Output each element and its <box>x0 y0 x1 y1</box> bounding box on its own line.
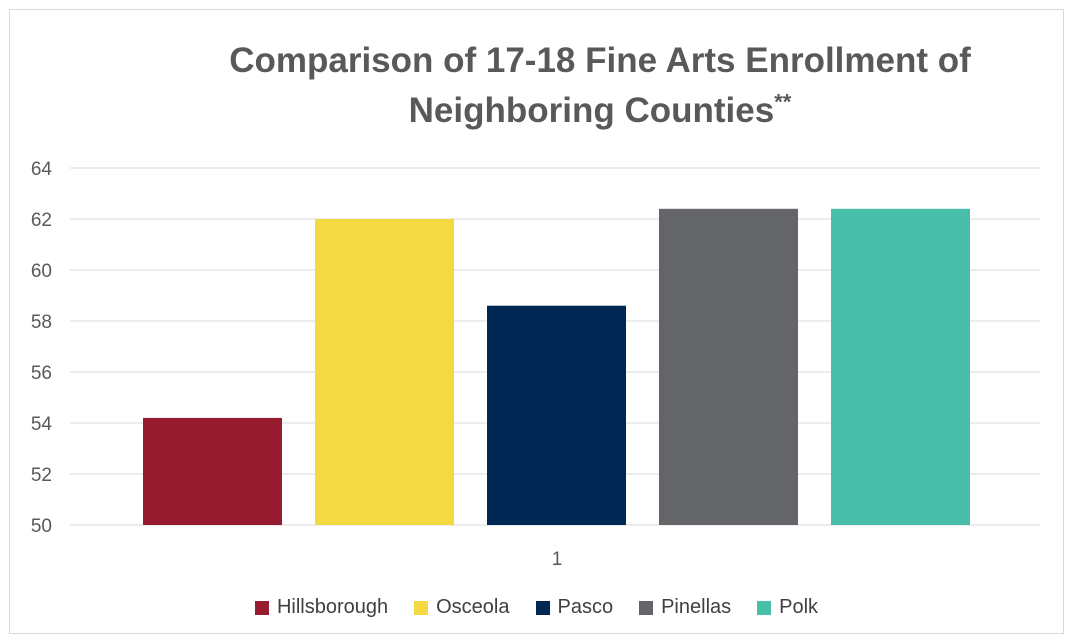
y-tick-label: 50 <box>31 516 52 537</box>
legend-item-pasco: Pasco <box>535 596 614 619</box>
y-tick-label: 60 <box>31 261 52 282</box>
legend-label: Polk <box>779 596 819 618</box>
legend-swatch <box>254 600 269 615</box>
chart-legend: Hillsborough Osceola Pasco Pinellas Polk <box>0 596 1073 619</box>
y-tick-label: 54 <box>31 414 53 435</box>
legend-swatch <box>414 600 429 615</box>
legend-swatch <box>639 600 654 615</box>
y-tick-label: 62 <box>31 210 52 231</box>
legend-label: Pinellas <box>661 596 732 618</box>
y-tick-label: 52 <box>31 465 52 486</box>
legend-swatch <box>535 600 550 615</box>
legend-label: Hillsborough <box>276 596 389 618</box>
bar-osceola <box>315 219 454 525</box>
y-tick-label: 64 <box>31 159 53 180</box>
legend-swatch <box>757 600 772 615</box>
y-tick-label: 58 <box>31 312 52 333</box>
legend-item-pinellas: Pinellas <box>639 596 731 619</box>
y-tick-label: 56 <box>31 363 52 384</box>
chart-title: Comparison of 17-18 Fine Arts Enrollment… <box>229 41 971 130</box>
bar-pinellas <box>659 208 798 526</box>
bar-pasco <box>487 305 626 525</box>
bar-hillsborough <box>143 417 282 525</box>
legend-item-polk: Polk <box>757 596 818 619</box>
bar-chart: 50 52 54 56 58 60 62 64 1 <box>31 159 1040 570</box>
bar-polk <box>831 208 970 526</box>
legend-label: Pasco <box>557 596 614 618</box>
x-tick-label: 1 <box>552 549 563 570</box>
legend-item-hillsborough: Hillsborough <box>254 596 389 619</box>
title-footnote-mark: ** <box>774 89 792 115</box>
legend-item-osceola: Osceola <box>414 596 510 619</box>
legend-label: Osceola <box>436 596 510 618</box>
